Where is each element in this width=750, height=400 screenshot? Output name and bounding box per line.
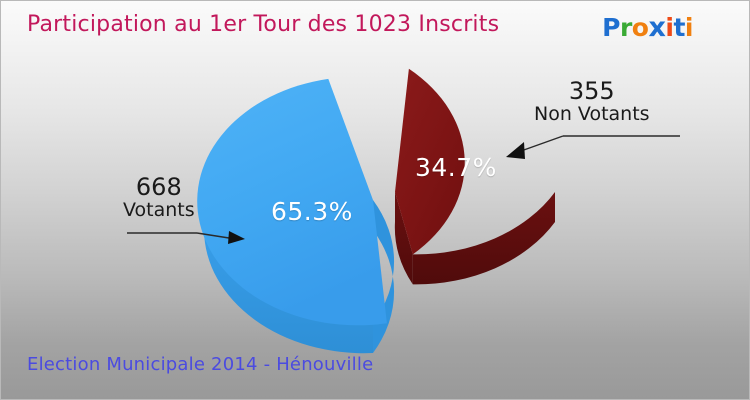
callout-non-votants: 355 Non Votants (534, 77, 650, 128)
callout-votants: 668 Votants (123, 173, 195, 224)
callout-leader-non-votants (506, 135, 680, 159)
callout-line-votants (196, 232, 230, 239)
callout-non-votants-name: Non Votants (534, 103, 650, 126)
slice-percent-votants: 65.3% (271, 197, 353, 226)
chart-footer-caption: Election Municipale 2014 - Hénouville (27, 354, 374, 375)
callout-votants-name: Votants (123, 199, 195, 222)
logo-letter-p: P (602, 13, 620, 42)
callout-leader-votants (127, 231, 245, 244)
callout-line-non-votants (520, 135, 564, 152)
pie-slice-non-votants[interactable] (394, 68, 555, 285)
chart-title: Participation au 1er Tour des 1023 Inscr… (27, 12, 500, 37)
pie-slice-non-votants-top (395, 68, 465, 255)
logo-letter-o: o (631, 13, 649, 42)
logo-letter-i2: i (684, 13, 694, 42)
pie-slice-votants-depth-right (373, 200, 395, 353)
logo-letter-r: r (619, 13, 632, 42)
slice-percent-non-votants: 34.7% (415, 153, 497, 182)
pie-slice-non-votants-depth (412, 192, 555, 285)
pie-slice-non-votants-depth-left (394, 192, 413, 285)
pie-slice-votants[interactable] (197, 78, 395, 354)
proxiti-logo[interactable]: Proxiti (602, 14, 693, 41)
logo-letter-x: x (648, 12, 666, 43)
callout-non-votants-value: 355 (568, 77, 615, 105)
logo-letter-t: t (673, 13, 685, 42)
pie-slice-votants-top (197, 78, 387, 326)
callout-arrow-non-votants (506, 142, 525, 159)
callout-votants-value: 668 (135, 173, 182, 201)
logo-letter-i1: i (665, 13, 674, 42)
callout-arrow-votants (228, 231, 245, 244)
